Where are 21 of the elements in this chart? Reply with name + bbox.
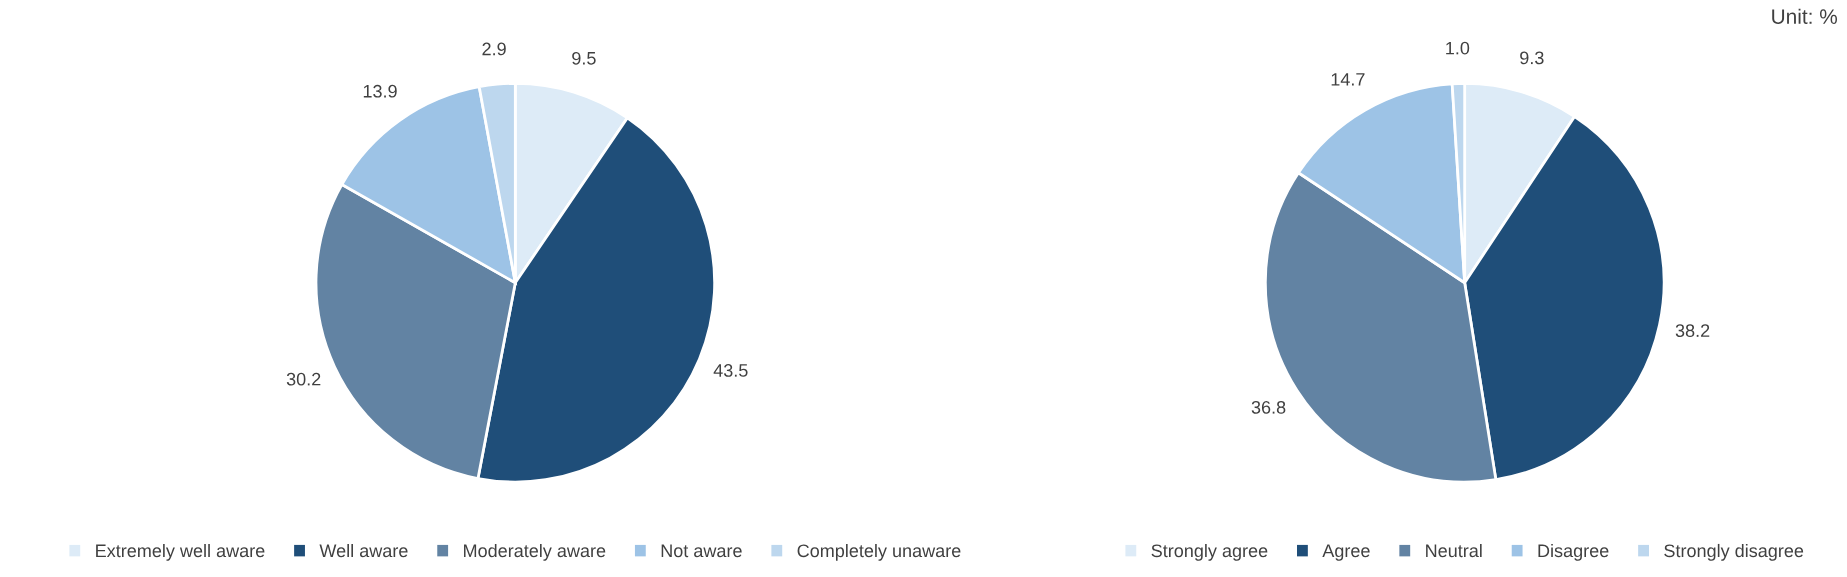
legend-label: Extremely well aware xyxy=(96,543,265,561)
data-label: 38.2 xyxy=(1675,324,1710,338)
data-label: 14.7 xyxy=(1331,73,1365,86)
data-label: 9.3 xyxy=(1520,51,1544,65)
legend-label: Agree xyxy=(1322,544,1370,561)
data-label: 9.5 xyxy=(572,51,596,65)
legend-label: Well aware xyxy=(319,543,408,558)
data-label: 2.9 xyxy=(482,42,506,56)
legend-label: Strongly agree xyxy=(1151,543,1268,561)
data-label: 43.5 xyxy=(713,364,748,377)
text: Unit: % xyxy=(1772,8,1838,24)
legend-label: Not aware xyxy=(661,544,742,558)
data-label: 1.0 xyxy=(1446,41,1470,55)
legend-label: Moderately aware xyxy=(464,543,606,561)
legend-label: Neutral xyxy=(1426,543,1482,558)
legend-label: Strongly disagree xyxy=(1664,543,1804,561)
legend-label: Disagree xyxy=(1538,543,1609,561)
data-label: 13.9 xyxy=(363,84,397,98)
data-label: 30.2 xyxy=(286,372,321,386)
legend-label: Completely unaware xyxy=(797,543,961,561)
data-label: 36.8 xyxy=(1251,400,1286,414)
